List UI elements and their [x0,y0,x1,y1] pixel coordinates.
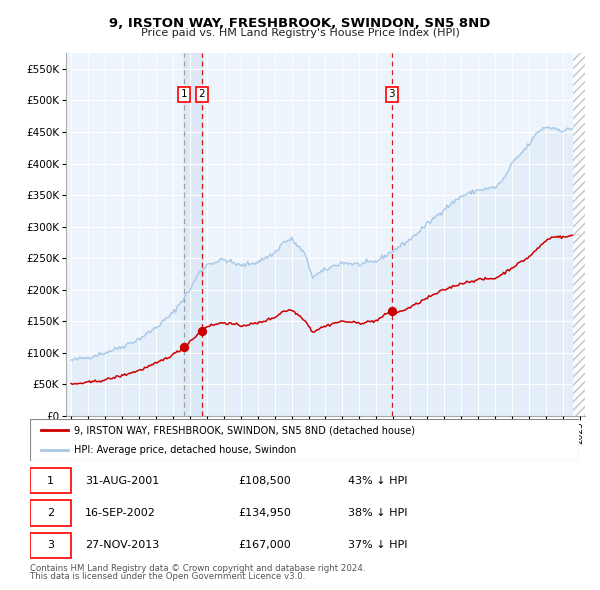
Text: 9, IRSTON WAY, FRESHBROOK, SWINDON, SN5 8ND (detached house): 9, IRSTON WAY, FRESHBROOK, SWINDON, SN5 … [74,425,415,435]
Text: 3: 3 [47,540,54,550]
Text: 38% ↓ HPI: 38% ↓ HPI [349,508,408,518]
Bar [184,53,202,416]
FancyBboxPatch shape [30,419,579,461]
Text: Contains HM Land Registry data © Crown copyright and database right 2024.: Contains HM Land Registry data © Crown c… [30,564,365,573]
Point [387,306,397,315]
Text: 2: 2 [199,89,205,99]
Point [197,326,206,336]
Text: 37% ↓ HPI: 37% ↓ HPI [349,540,408,550]
Text: 43% ↓ HPI: 43% ↓ HPI [349,476,408,486]
Text: This data is licensed under the Open Government Licence v3.0.: This data is licensed under the Open Gov… [30,572,305,581]
Text: 16-SEP-2002: 16-SEP-2002 [85,508,156,518]
Text: 27-NOV-2013: 27-NOV-2013 [85,540,159,550]
Text: 1: 1 [181,89,187,99]
Text: 3: 3 [388,89,395,99]
Text: 2: 2 [47,508,54,518]
Text: £108,500: £108,500 [239,476,292,486]
Text: 31-AUG-2001: 31-AUG-2001 [85,476,159,486]
Text: HPI: Average price, detached house, Swindon: HPI: Average price, detached house, Swin… [74,445,296,455]
Text: £167,000: £167,000 [239,540,292,550]
FancyBboxPatch shape [30,533,71,558]
Text: £134,950: £134,950 [239,508,292,518]
FancyBboxPatch shape [30,468,71,493]
Text: 1: 1 [47,476,54,486]
FancyBboxPatch shape [30,500,71,526]
Point [179,343,189,352]
Text: 9, IRSTON WAY, FRESHBROOK, SWINDON, SN5 8ND: 9, IRSTON WAY, FRESHBROOK, SWINDON, SN5 … [109,17,491,30]
Text: Price paid vs. HM Land Registry's House Price Index (HPI): Price paid vs. HM Land Registry's House … [140,28,460,38]
